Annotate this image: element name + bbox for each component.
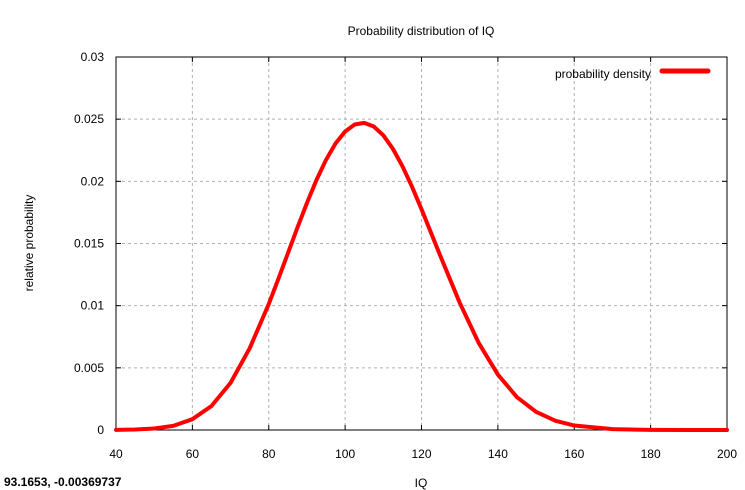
y-tick-label: 0.03 bbox=[81, 50, 105, 64]
series-line-0 bbox=[114, 120, 729, 432]
x-tick-label: 60 bbox=[186, 447, 200, 461]
x-tick-label: 120 bbox=[411, 447, 431, 461]
x-tick-label: 80 bbox=[262, 447, 276, 461]
y-tick-label: 0.025 bbox=[74, 112, 104, 126]
y-tick-label: 0.005 bbox=[74, 361, 104, 375]
y-axis-label: relative probability bbox=[22, 195, 36, 292]
grid bbox=[116, 57, 727, 430]
legend-label: probability density bbox=[555, 67, 651, 81]
x-tick-label: 140 bbox=[488, 447, 508, 461]
x-tick-label: 100 bbox=[335, 447, 355, 461]
x-axis-label: IQ bbox=[415, 476, 428, 490]
x-tick-label: 180 bbox=[641, 447, 661, 461]
x-tick-label: 160 bbox=[564, 447, 584, 461]
x-tick-label: 200 bbox=[717, 447, 737, 461]
cursor-coordinate-readout: 93.1653, -0.00369737 bbox=[4, 475, 122, 489]
y-tick-label: 0.015 bbox=[74, 237, 104, 251]
legend: probability density bbox=[555, 67, 711, 81]
y-tick-label: 0.01 bbox=[81, 299, 105, 313]
y-tick-label: 0.02 bbox=[81, 174, 105, 188]
y-tick-label: 0 bbox=[97, 423, 104, 437]
series-layer bbox=[114, 120, 729, 432]
x-tick-label: 40 bbox=[109, 447, 123, 461]
chart-title: Probability distribution of IQ bbox=[348, 24, 495, 38]
axis-ticks: 40 60 80 100 120 140 160 180 200 0 0.005 0.01 0.015 0… bbox=[74, 50, 737, 461]
